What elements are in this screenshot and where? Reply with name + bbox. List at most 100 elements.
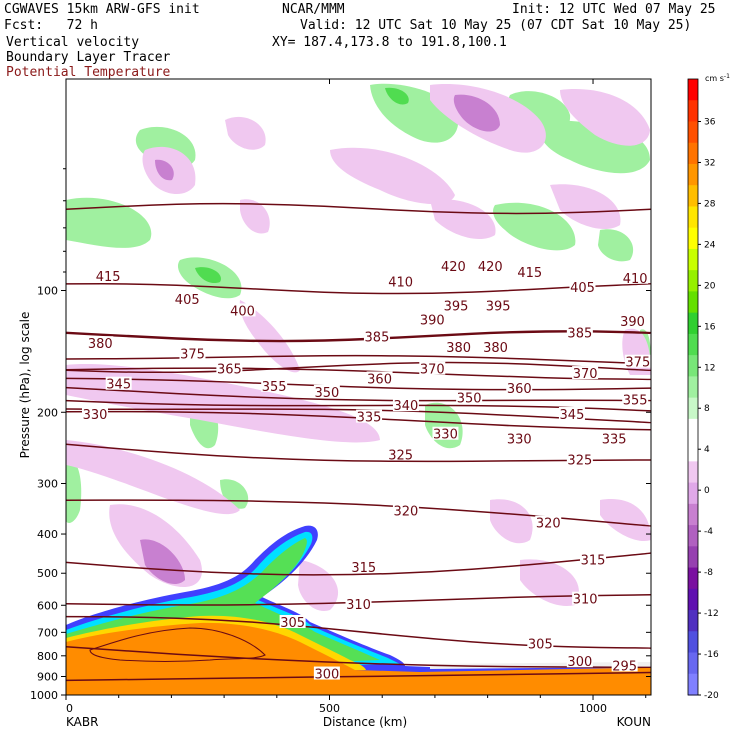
- y-axis-label: Pressure (hPa), log scale: [18, 312, 32, 459]
- colorbar-label: -4: [704, 527, 713, 537]
- y-tick-label: 900: [37, 670, 58, 683]
- theta-label: 335: [602, 432, 627, 447]
- plot-frame: [65, 78, 652, 696]
- theta-contour-375: [66, 283, 651, 295]
- theta-label-bg: [350, 559, 377, 573]
- header-field3: Potential Temperature: [6, 65, 171, 80]
- theta-label-bg: [216, 361, 243, 375]
- colorbar-swatch: [688, 121, 698, 144]
- theta-contour-370: [66, 330, 651, 343]
- theta-label-bg: [558, 407, 585, 421]
- colorbar-label: 12: [704, 363, 715, 373]
- downward-motion-area: [66, 364, 380, 443]
- downward-motion-area: [430, 199, 496, 240]
- y-tick-label: 500: [37, 567, 58, 580]
- y-tick-label: 1000: [30, 689, 58, 702]
- colorbar-label: 24: [704, 240, 716, 250]
- theta-label-bg: [624, 354, 651, 368]
- theta-label: 395: [444, 300, 469, 315]
- header-init: Init: 12 UTC Wed 07 May 25: [512, 2, 716, 17]
- theta-label: 370: [420, 363, 445, 378]
- theta-label: 375: [625, 356, 650, 371]
- theta-label-bg: [535, 515, 562, 529]
- downward-motion-area: [520, 559, 579, 606]
- colorbar-swatch: [688, 418, 698, 441]
- theta-label: 365: [217, 363, 242, 378]
- theta-label: 355: [262, 380, 287, 395]
- colorbar-swatch: [688, 100, 698, 123]
- y-tick-label: 200: [37, 406, 58, 419]
- theta-contour-325: [66, 443, 651, 463]
- colorbar-swatch: [688, 673, 698, 696]
- theta-label-bg: [506, 431, 533, 445]
- y-tick-label: 600: [37, 599, 58, 612]
- theta-label-bg: [229, 303, 256, 317]
- theta-label: 325: [388, 448, 413, 463]
- theta-label-bg: [443, 298, 469, 312]
- x-axis: 0 500 1000: [65, 79, 647, 715]
- colorbar-label: -20: [704, 691, 719, 701]
- downward-motion-core: [155, 159, 174, 181]
- colorbar-frame: [687, 78, 699, 696]
- theta-label-bg: [279, 615, 306, 629]
- y-axis: 100 200 300 400 500 600 700 800 900 1000: [30, 168, 651, 702]
- theta-label-bg: [482, 340, 509, 354]
- theta-label-bg: [622, 270, 649, 284]
- colorbar-label: 32: [704, 158, 715, 168]
- upward-motion-area: [66, 197, 152, 248]
- colorbar-label: -16: [704, 650, 719, 660]
- x-tick-label: 0: [66, 702, 73, 715]
- theta-label: 415: [96, 270, 121, 285]
- upward-motion-area: [598, 229, 634, 262]
- theta-label-bg: [619, 314, 646, 328]
- theta-label: 305: [528, 637, 553, 652]
- theta-label: 355: [623, 394, 648, 409]
- theta-label: 420: [478, 260, 503, 275]
- theta-label-bg: [516, 264, 543, 278]
- tracer-orange-core: [66, 622, 651, 695]
- colorbar-swatch: [688, 185, 698, 208]
- theta-label-bg: [456, 390, 483, 404]
- theta-label: 330: [507, 432, 532, 447]
- theta-label-bg: [445, 340, 472, 354]
- theta-label: 330: [433, 428, 458, 443]
- theta-label-bg: [313, 384, 340, 398]
- theta-label: 350: [314, 386, 339, 401]
- header-xy: XY= 187.4,173.8 to 191.8,100.1: [272, 35, 507, 50]
- theta-label-bg: [566, 654, 593, 668]
- upward-motion-core: [385, 87, 409, 105]
- theta-label-bg: [419, 312, 446, 326]
- vertical-velocity-field: [66, 83, 651, 611]
- theta-label: 345: [106, 378, 131, 393]
- theta-contour-345: [66, 386, 651, 402]
- colorbar-swatch: [688, 397, 698, 420]
- downward-motion-area: [490, 499, 533, 544]
- theta-label-bg: [261, 378, 288, 392]
- theta-label: 380: [88, 337, 113, 352]
- theta-label: 400: [230, 304, 255, 319]
- colorbar-swatch: [688, 79, 698, 101]
- colorbar-swatch: [688, 355, 698, 377]
- velocity-colorbar: 36 32 28 24 20 16 12 8 4 0 -4 -8 -12 -16 -20: [687, 78, 719, 701]
- y-tick-label: 800: [37, 650, 58, 663]
- theta-label: 410: [388, 275, 413, 290]
- colorbar-swatch: [688, 163, 698, 186]
- upward-motion-area: [66, 459, 82, 523]
- colorbar-swatch: [688, 546, 698, 569]
- theta-label: 325: [567, 454, 592, 469]
- theta-label-bg: [356, 409, 383, 423]
- theta-contour-315: [66, 552, 651, 576]
- theta-label-bg: [527, 636, 554, 650]
- theta-label-bg: [313, 666, 340, 680]
- colorbar-swatch: [688, 503, 698, 526]
- colorbar-swatch: [688, 206, 698, 229]
- theta-label-bg: [387, 274, 414, 288]
- theta-label: 320: [536, 517, 561, 532]
- theta-label-bg: [580, 552, 607, 566]
- colorbar-swatch: [688, 333, 698, 356]
- theta-contour-380: [66, 202, 651, 215]
- theta-label: 345: [560, 408, 585, 423]
- theta-label: 390: [620, 315, 645, 330]
- theta-label: 385: [365, 331, 390, 346]
- theta-label: 295: [612, 659, 637, 674]
